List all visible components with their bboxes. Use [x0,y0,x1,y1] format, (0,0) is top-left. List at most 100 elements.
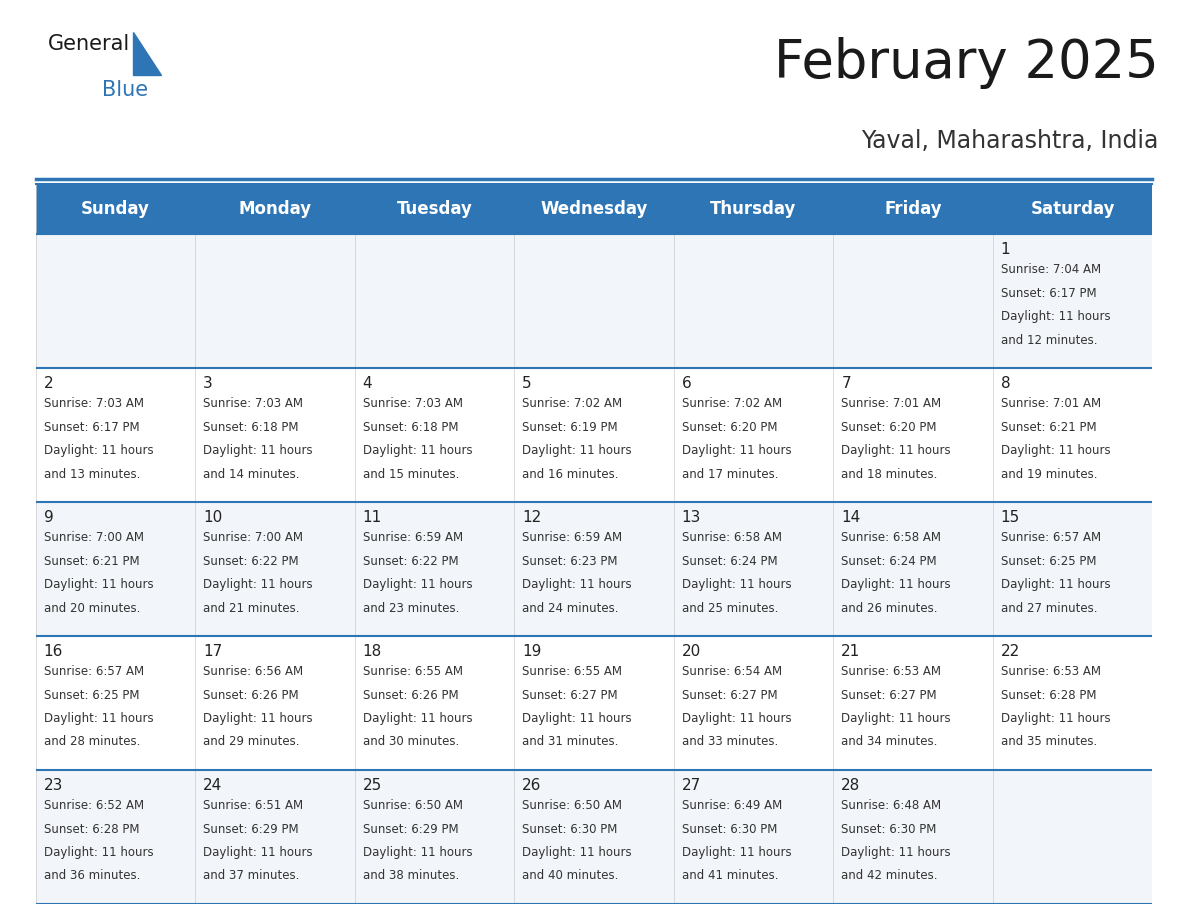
Text: and 12 minutes.: and 12 minutes. [1000,333,1098,347]
Text: 17: 17 [203,644,222,659]
Text: Sunrise: 7:03 AM: Sunrise: 7:03 AM [44,397,144,410]
Text: Sunrise: 6:48 AM: Sunrise: 6:48 AM [841,799,941,812]
Text: Saturday: Saturday [1030,200,1114,218]
Text: Sunrise: 7:02 AM: Sunrise: 7:02 AM [682,397,782,410]
Bar [514,770,674,904]
Text: Daylight: 11 hours: Daylight: 11 hours [1000,578,1111,591]
Text: and 38 minutes.: and 38 minutes. [362,869,459,882]
Text: and 17 minutes.: and 17 minutes. [682,467,778,480]
Text: 6: 6 [682,375,691,391]
Text: Sunset: 6:19 PM: Sunset: 6:19 PM [523,420,618,433]
Bar [36,636,195,770]
Text: 27: 27 [682,778,701,792]
Text: Sunset: 6:26 PM: Sunset: 6:26 PM [203,688,298,701]
Text: Sunrise: 6:50 AM: Sunrise: 6:50 AM [523,799,623,812]
Text: Daylight: 11 hours: Daylight: 11 hours [203,444,312,457]
Text: Daylight: 11 hours: Daylight: 11 hours [523,578,632,591]
Text: 8: 8 [1000,375,1011,391]
Bar [833,368,993,502]
Text: Daylight: 11 hours: Daylight: 11 hours [523,846,632,859]
Text: and 23 minutes.: and 23 minutes. [362,601,459,614]
Text: Sunset: 6:21 PM: Sunset: 6:21 PM [1000,420,1097,433]
Text: Daylight: 11 hours: Daylight: 11 hours [682,846,791,859]
Text: Friday: Friday [884,200,942,218]
Text: and 41 minutes.: and 41 minutes. [682,869,778,882]
Text: Sunset: 6:24 PM: Sunset: 6:24 PM [682,554,777,567]
Bar [195,234,355,368]
Text: Sunset: 6:27 PM: Sunset: 6:27 PM [841,688,937,701]
Text: 11: 11 [362,509,381,525]
Bar [514,636,674,770]
Text: Sunrise: 6:54 AM: Sunrise: 6:54 AM [682,666,782,678]
Text: Daylight: 11 hours: Daylight: 11 hours [1000,310,1111,323]
Text: Daylight: 11 hours: Daylight: 11 hours [841,712,950,725]
Text: Wednesday: Wednesday [541,200,647,218]
Text: 16: 16 [44,644,63,659]
Bar [514,368,674,502]
Bar [355,636,514,770]
Bar [355,234,514,368]
Text: Sunrise: 6:49 AM: Sunrise: 6:49 AM [682,799,782,812]
Text: and 28 minutes.: and 28 minutes. [44,735,140,748]
Text: Sunset: 6:25 PM: Sunset: 6:25 PM [1000,554,1097,567]
Bar [195,770,355,904]
Text: Daylight: 11 hours: Daylight: 11 hours [362,578,473,591]
Text: 7: 7 [841,375,851,391]
Text: Sunrise: 6:55 AM: Sunrise: 6:55 AM [362,666,462,678]
Text: Sunrise: 6:59 AM: Sunrise: 6:59 AM [523,532,623,544]
Text: 28: 28 [841,778,860,792]
Text: and 30 minutes.: and 30 minutes. [362,735,459,748]
Bar [833,770,993,904]
Text: Sunset: 6:29 PM: Sunset: 6:29 PM [203,823,298,835]
Text: Sunset: 6:17 PM: Sunset: 6:17 PM [1000,286,1097,300]
Bar [674,234,833,368]
Bar [36,770,195,904]
Text: Sunrise: 7:03 AM: Sunrise: 7:03 AM [203,397,303,410]
Text: Daylight: 11 hours: Daylight: 11 hours [203,712,312,725]
Text: Daylight: 11 hours: Daylight: 11 hours [362,712,473,725]
Bar [993,368,1152,502]
Text: 19: 19 [523,644,542,659]
Text: 26: 26 [523,778,542,792]
Text: 5: 5 [523,375,532,391]
Text: Daylight: 11 hours: Daylight: 11 hours [44,444,153,457]
Text: Monday: Monday [239,200,311,218]
Bar [993,502,1152,636]
Text: 23: 23 [44,778,63,792]
Text: and 33 minutes.: and 33 minutes. [682,735,778,748]
Text: Sunset: 6:26 PM: Sunset: 6:26 PM [362,688,459,701]
Text: Sunset: 6:30 PM: Sunset: 6:30 PM [682,823,777,835]
Text: Daylight: 11 hours: Daylight: 11 hours [841,846,950,859]
Bar [674,770,833,904]
Text: and 13 minutes.: and 13 minutes. [44,467,140,480]
Text: 4: 4 [362,375,372,391]
Bar [355,770,514,904]
Bar [674,502,833,636]
Text: and 27 minutes.: and 27 minutes. [1000,601,1098,614]
Text: and 35 minutes.: and 35 minutes. [1000,735,1097,748]
Text: Sunset: 6:20 PM: Sunset: 6:20 PM [841,420,937,433]
Text: Sunrise: 7:02 AM: Sunrise: 7:02 AM [523,397,623,410]
Bar [514,234,674,368]
Text: Tuesday: Tuesday [397,200,473,218]
Text: and 31 minutes.: and 31 minutes. [523,735,619,748]
Text: Sunrise: 6:58 AM: Sunrise: 6:58 AM [841,532,941,544]
Text: Sunrise: 6:51 AM: Sunrise: 6:51 AM [203,799,303,812]
Text: Sunset: 6:21 PM: Sunset: 6:21 PM [44,554,139,567]
Text: 13: 13 [682,509,701,525]
Text: General: General [48,34,129,54]
Text: 24: 24 [203,778,222,792]
Text: Sunset: 6:28 PM: Sunset: 6:28 PM [44,823,139,835]
Text: Daylight: 11 hours: Daylight: 11 hours [682,578,791,591]
Text: and 36 minutes.: and 36 minutes. [44,869,140,882]
Text: and 21 minutes.: and 21 minutes. [203,601,299,614]
Text: 12: 12 [523,509,542,525]
Text: February 2025: February 2025 [773,37,1158,89]
Bar [36,502,195,636]
Text: Sunset: 6:23 PM: Sunset: 6:23 PM [523,554,618,567]
Text: Sunrise: 7:04 AM: Sunrise: 7:04 AM [1000,263,1101,276]
Text: 2: 2 [44,375,53,391]
Bar [993,770,1152,904]
Text: and 19 minutes.: and 19 minutes. [1000,467,1098,480]
Text: Sunset: 6:20 PM: Sunset: 6:20 PM [682,420,777,433]
